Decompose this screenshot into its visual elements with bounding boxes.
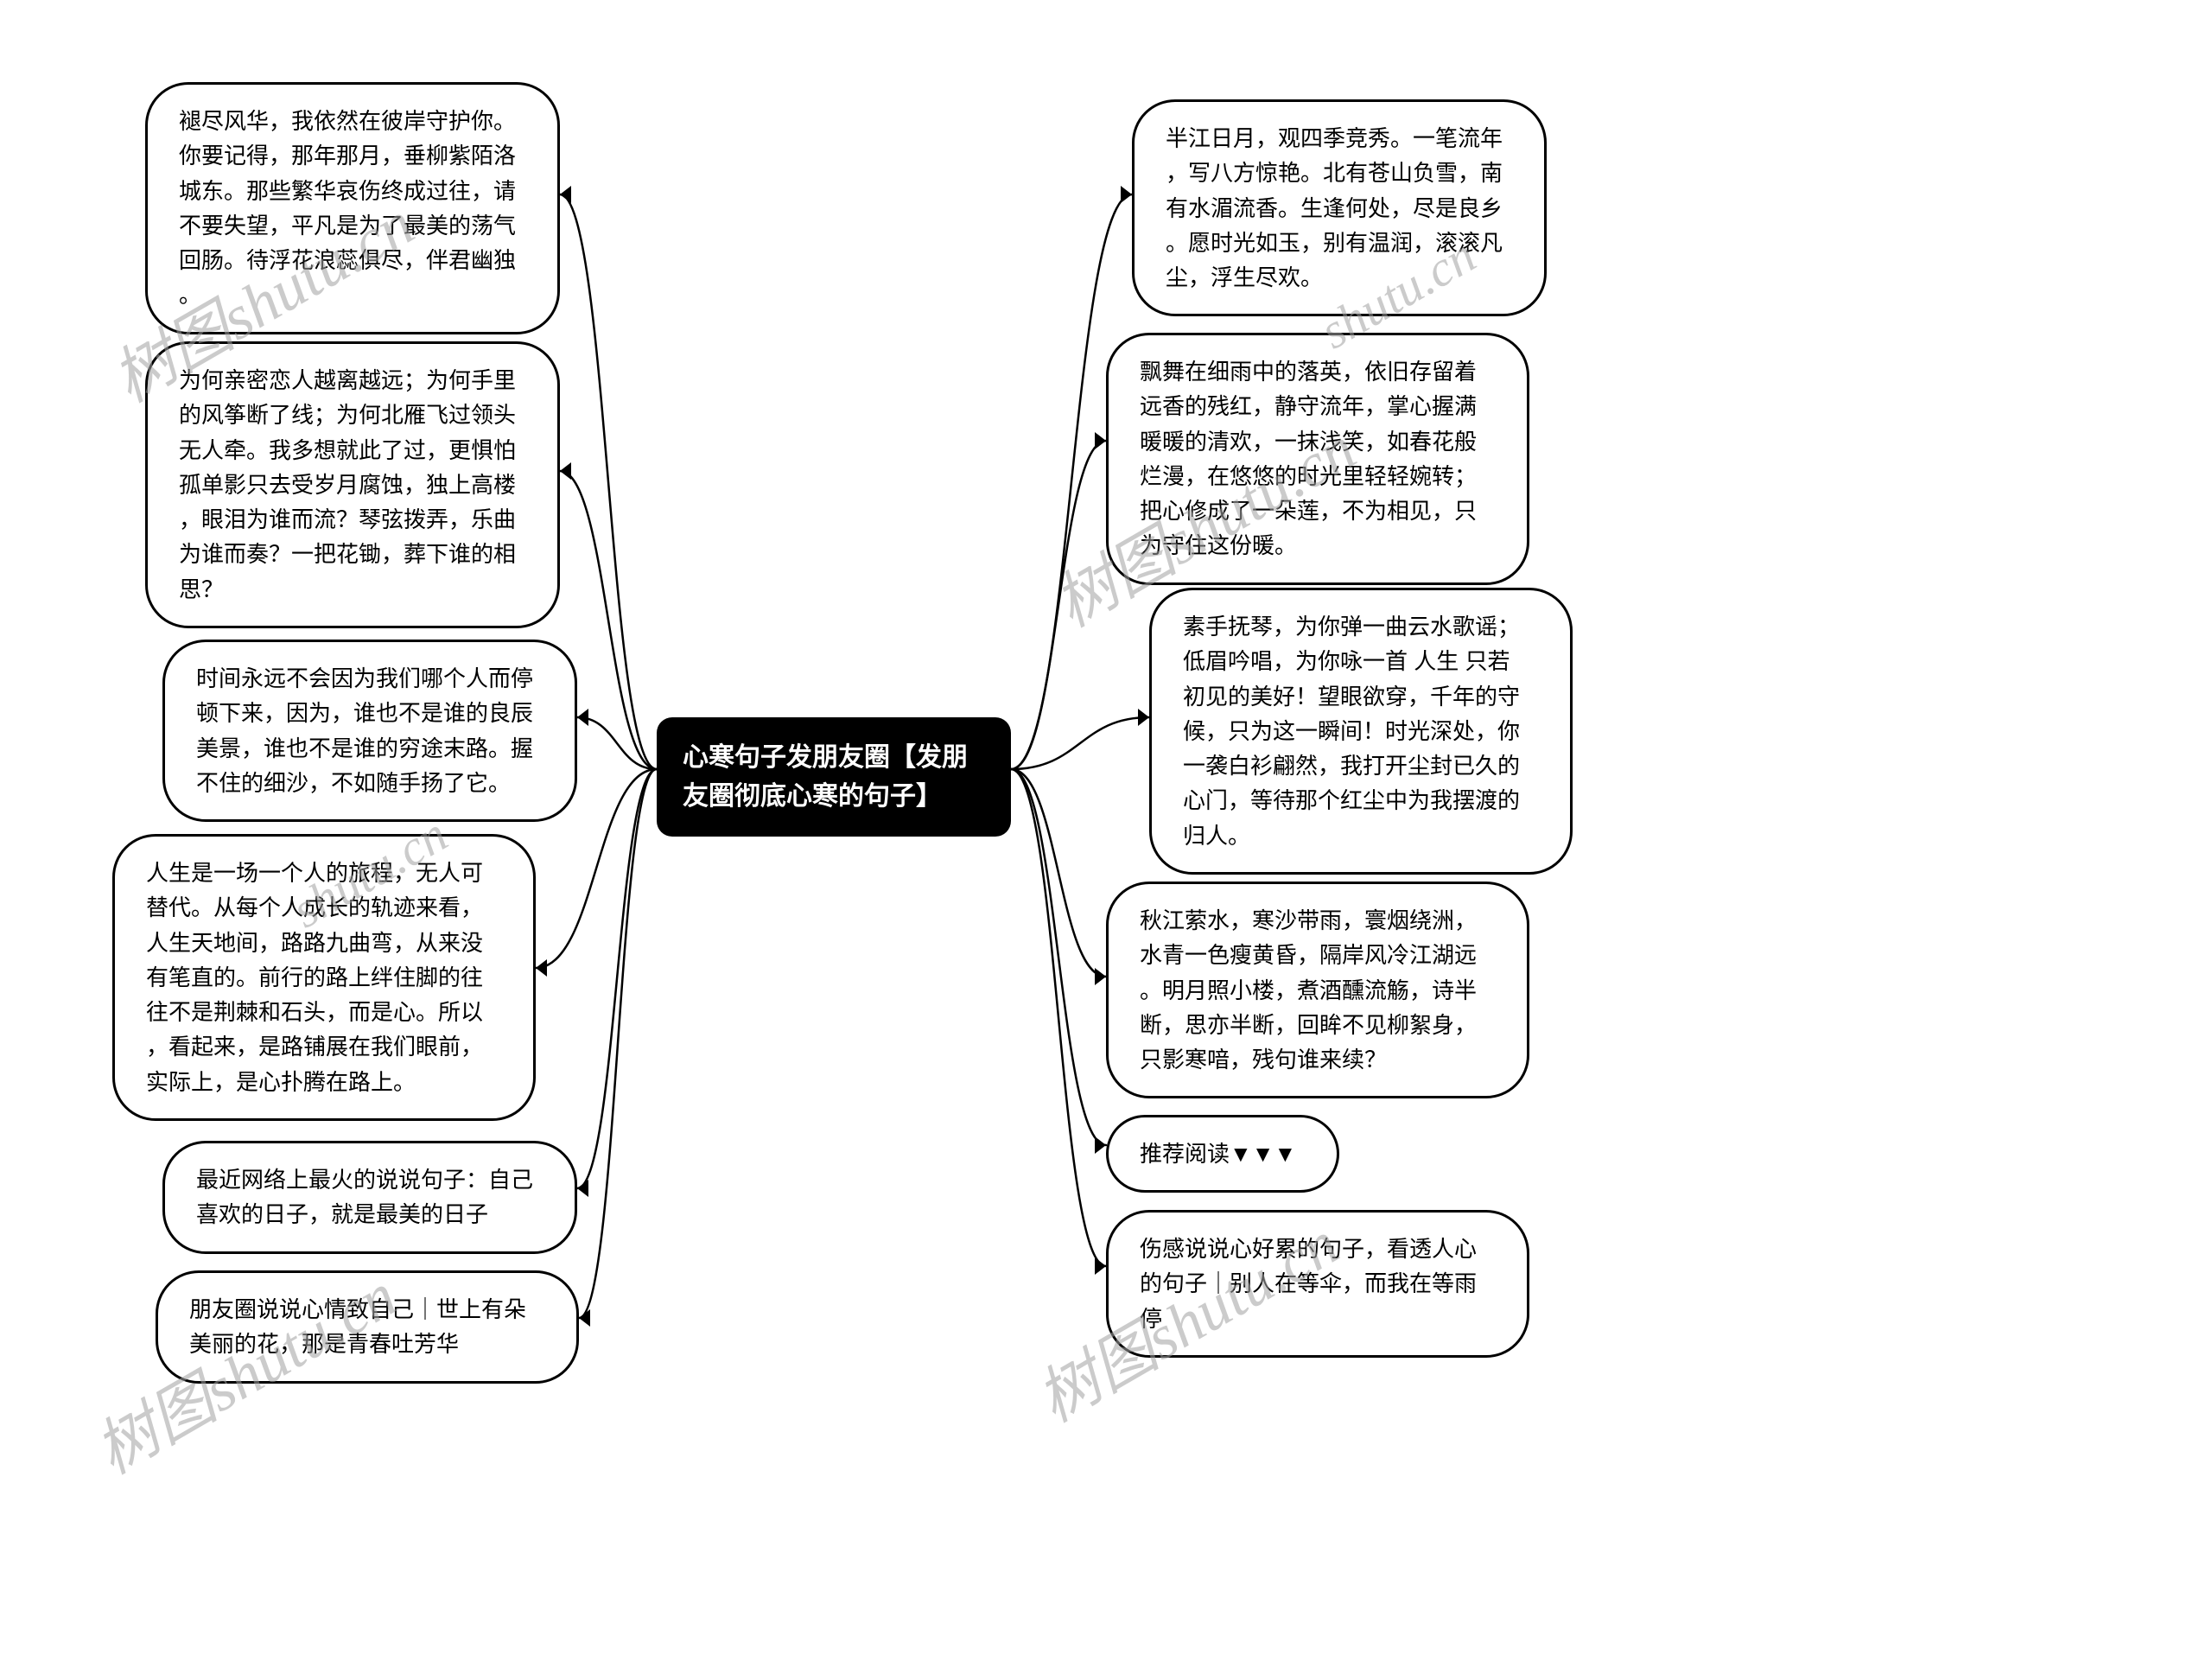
right-node-5: 伤感说说心好累的句子，看透人心 的句子｜别人在等伞，而我在等雨 停	[1106, 1210, 1529, 1358]
left-node-3: 人生是一场一个人的旅程，无人可 替代。从每个人成长的轨迹来看， 人生天地间，路路…	[112, 834, 536, 1121]
right-node-3: 秋江萦水，寒沙带雨，寰烟绕洲， 水青一色瘦黄昏，隔岸风冷江湖远 。明月照小楼，煮…	[1106, 882, 1529, 1098]
mindmap-canvas: 心寒句子发朋友圈【发朋 友圈彻底心寒的句子】 褪尽风华，我依然在彼岸守护你。 你要…	[0, 0, 2212, 1655]
right-node-1: 飘舞在细雨中的落英，依旧存留着 远香的残红，静守流年，掌心握满 暖暖的清欢，一抹…	[1106, 333, 1529, 585]
right-node-4: 推荐阅读▼▼▼	[1106, 1115, 1339, 1193]
left-node-2: 时间永远不会因为我们哪个人而停 顿下来，因为，谁也不是谁的良辰 美景，谁也不是谁…	[162, 640, 577, 822]
center-topic: 心寒句子发朋友圈【发朋 友圈彻底心寒的句子】	[657, 717, 1011, 837]
left-node-4: 最近网络上最火的说说句子：自己 喜欢的日子，就是最美的日子	[162, 1141, 577, 1254]
left-node-5: 朋友圈说说心情致自己｜世上有朵 美丽的花，那是青春吐芳华	[156, 1270, 579, 1384]
left-node-1: 为何亲密恋人越离越远；为何手里 的风筝断了线；为何北雁飞过领头 无人牵。我多想就…	[145, 341, 560, 628]
left-node-0: 褪尽风华，我依然在彼岸守护你。 你要记得，那年那月，垂柳紫陌洛 城东。那些繁华哀…	[145, 82, 560, 334]
right-node-2: 素手抚琴，为你弹一曲云水歌谣； 低眉吟唱，为你咏一首 人生 只若 初见的美好！望…	[1149, 588, 1573, 875]
right-node-0: 半江日月，观四季竞秀。一笔流年 ，写八方惊艳。北有苍山负雪，南 有水湄流香。生逢…	[1132, 99, 1547, 316]
